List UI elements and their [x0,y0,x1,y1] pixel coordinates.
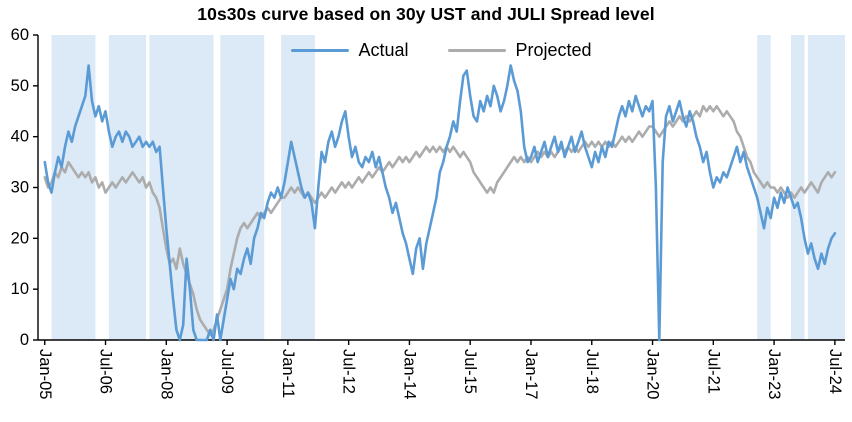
x-tick-label: Jan-14 [400,349,418,399]
x-tick-label: Jul-06 [97,349,115,394]
y-tick-label: 60 [11,26,29,44]
y-tick-label: 20 [11,229,29,247]
x-tick-label: Jan-23 [765,349,783,399]
legend-item-projected: Projected [448,40,592,61]
projected-line [43,104,837,337]
y-tick-label: 10 [11,280,29,298]
shaded-band [149,35,214,340]
x-tick-label: Jan-11 [279,349,297,398]
y-tick-label: 50 [11,77,29,95]
y-tick-label: 30 [11,179,29,197]
x-tick-label: Jan-20 [644,349,662,399]
y-tick-label: 40 [11,128,29,146]
chart-title: 10s30s curve based on 30y UST and JULI S… [197,4,655,24]
x-tick-label: Jan-08 [157,349,175,399]
shaded-band [791,35,805,340]
legend-item-actual: Actual [291,40,408,61]
x-tick-label: Jul-18 [583,349,601,394]
legend-swatch-projected [448,48,507,53]
x-tick-label: Jul-09 [218,349,236,394]
x-tick-label: Jan-05 [36,349,54,399]
y-tick-label: 0 [20,331,29,349]
shaded-band [51,35,96,340]
legend-swatch-actual [291,48,350,53]
legend-label-actual: Actual [358,40,409,60]
legend-label-projected: Projected [515,40,592,60]
x-tick-label: Jul-12 [340,349,358,394]
x-tick-label: Jul-24 [826,349,844,394]
x-tick-label: Jul-21 [704,349,722,394]
chart-legend: Actual Projected [38,40,845,61]
x-tick-label: Jul-15 [461,349,479,394]
x-tick-label: Jan-17 [522,349,540,399]
actual-line [43,64,837,342]
